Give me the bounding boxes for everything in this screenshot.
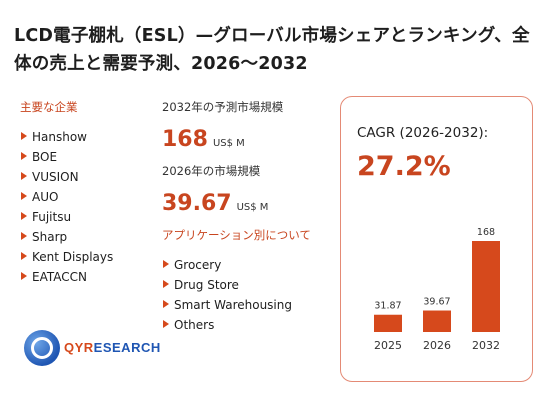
application-item: Grocery (162, 255, 332, 275)
logo-text: QYRESEARCH (64, 340, 161, 355)
companies-label: 主要な企業 (20, 100, 78, 114)
market-stats: 2032年の予測市場規模 168 US$ M 2026年の市場規模 39.67 … (162, 99, 332, 335)
category-label: 2025 (374, 339, 402, 352)
market-2026-row: 39.67 US$ M (162, 187, 332, 217)
market-2026-unit: US$ M (236, 202, 269, 213)
page-title: LCD電子棚札（ESL）—グローバル市場シェアとランキング、全体の売上と需要予測… (14, 26, 530, 74)
company-item: BOE (20, 147, 160, 167)
company-item: Sharp (20, 227, 160, 247)
logo-brand: QYR (64, 340, 94, 355)
market-2026-caption: 2026年の市場規模 (162, 164, 261, 178)
forecast-row: 168 US$ M (162, 123, 332, 153)
company-item: Hanshow (20, 127, 160, 147)
companies-list: Hanshow BOE VUSION AUO Fujitsu Sharp Ken… (20, 127, 160, 287)
application-item: Others (162, 315, 332, 335)
category-label: 2032 (472, 339, 500, 352)
market-2026-value: 39.67 (162, 191, 232, 216)
company-item: AUO (20, 187, 160, 207)
bar-2026 (423, 310, 451, 332)
bar-value-label: 168 (477, 227, 495, 238)
forecast-value: 168 (162, 127, 208, 152)
applications-label: アプリケーション別について (162, 228, 311, 242)
applications-list: Grocery Drug Store Smart Warehousing Oth… (162, 255, 332, 335)
forecast-caption: 2032年の予測市場規模 (162, 100, 284, 114)
company-item: VUSION (20, 167, 160, 187)
bar-value-label: 39.67 (423, 297, 450, 308)
company-item: EATACCN (20, 267, 160, 287)
category-label: 2026 (423, 339, 451, 352)
cagr-label: CAGR (2026-2032): (357, 125, 489, 141)
qyresearch-logo: QYRESEARCH (24, 330, 160, 370)
application-item: Smart Warehousing (162, 295, 332, 315)
application-item: Drug Store (162, 275, 332, 295)
company-item: Kent Displays (20, 247, 160, 267)
bar-chart: 31.87 2025 39.67 2026 168 2032 (374, 227, 500, 352)
forecast-unit: US$ M (212, 138, 245, 149)
logo-globe-icon (24, 330, 60, 366)
bar-value-label: 31.87 (374, 301, 401, 312)
logo-suffix: ESEARCH (93, 340, 161, 355)
company-item: Fujitsu (20, 207, 160, 227)
cagr-value: 27.2% (357, 151, 451, 182)
cagr-panel: CAGR (2026-2032): 27.2% 31.87 2025 39.67 20… (340, 96, 533, 382)
companies-section: 主要な企業 Hanshow BOE VUSION AUO Fujitsu Sha… (20, 99, 160, 287)
bar-2032 (472, 241, 500, 332)
bar-2025 (374, 314, 402, 332)
